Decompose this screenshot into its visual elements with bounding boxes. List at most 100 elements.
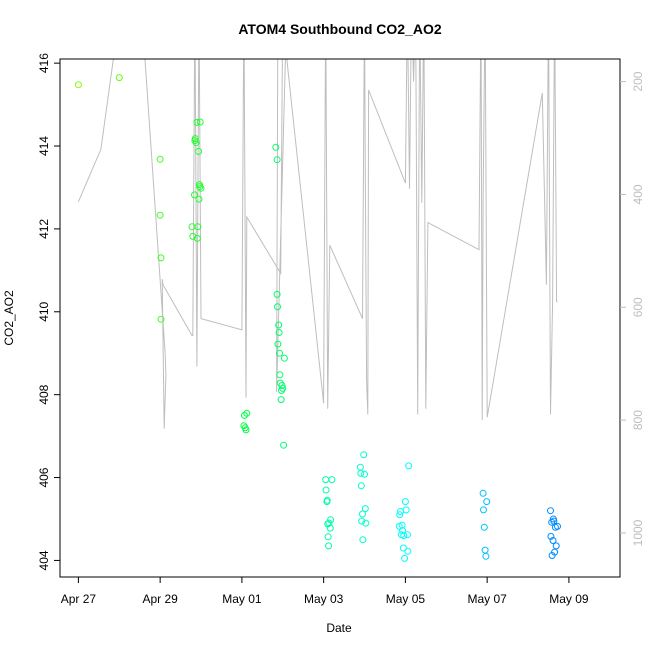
data-point	[197, 184, 205, 192]
data-point	[483, 498, 491, 506]
data-point	[191, 135, 199, 143]
data-point	[479, 489, 487, 497]
data-point	[322, 476, 330, 484]
data-point	[360, 451, 368, 459]
data-point	[274, 303, 281, 311]
data-point	[325, 542, 333, 550]
data-point	[157, 254, 165, 262]
data-point	[480, 506, 487, 514]
data-point	[361, 470, 368, 478]
data-point	[275, 329, 283, 336]
data-point	[402, 506, 410, 514]
data-point	[547, 507, 554, 515]
y-tick-label: 414	[37, 136, 51, 156]
data-point	[405, 462, 413, 470]
y2-tick-label: 600	[631, 297, 645, 317]
data-point	[242, 426, 250, 434]
data-point	[277, 396, 285, 404]
data-point	[481, 546, 489, 554]
data-point	[401, 554, 409, 562]
data-point	[188, 223, 196, 231]
y-tick-label: 410	[37, 301, 51, 321]
data-point	[362, 519, 370, 527]
y2-tick-label: 400	[631, 184, 645, 204]
data-point	[272, 143, 280, 151]
data-point	[115, 74, 123, 82]
y2-tick-label: 1000	[631, 519, 645, 546]
data-point	[356, 463, 364, 471]
x-tick-label: Apr 29	[142, 592, 178, 606]
data-point	[194, 223, 202, 231]
x-tick-label: Apr 27	[61, 592, 97, 606]
data-point	[275, 321, 283, 329]
x-tick-label: May 09	[549, 592, 589, 606]
data-point	[480, 523, 488, 531]
y-tick-label: 408	[37, 384, 51, 404]
data-point	[326, 524, 334, 532]
data-point	[325, 519, 333, 527]
y2-tick-label: 800	[631, 410, 645, 430]
data-point	[551, 548, 559, 556]
data-point	[279, 384, 287, 392]
data-point	[482, 552, 490, 560]
y2-tick-label: 200	[631, 71, 645, 91]
data-point	[195, 195, 203, 203]
data-point	[195, 147, 203, 155]
data-point	[328, 476, 336, 484]
x-tick-label: May 07	[467, 592, 507, 606]
data-point	[193, 118, 201, 126]
data-point	[278, 382, 286, 389]
y-tick-label: 412	[37, 219, 51, 239]
series-line	[77, 59, 558, 429]
data-point	[359, 510, 366, 518]
data-point	[550, 517, 558, 525]
data-point	[327, 516, 335, 524]
data-point	[396, 511, 404, 519]
data-point	[322, 486, 330, 494]
data-point	[156, 155, 164, 163]
x-tick-label: May 01	[222, 592, 262, 606]
data-point	[157, 315, 165, 323]
data-point	[357, 482, 365, 490]
plot-frame	[59, 58, 621, 578]
y-axis-label: CO2_AO2	[2, 290, 16, 346]
y-tick-label: 416	[37, 53, 51, 73]
data-point	[399, 544, 407, 552]
data-point	[403, 531, 411, 539]
data-point	[192, 139, 200, 147]
data-point	[193, 234, 201, 242]
data-point	[273, 156, 281, 164]
data-point	[361, 505, 369, 513]
data-point	[280, 441, 288, 449]
data-point	[274, 340, 282, 348]
data-point	[196, 183, 204, 191]
x-tick-label: May 05	[386, 592, 426, 606]
data-point	[323, 496, 331, 504]
data-point	[324, 533, 332, 541]
data-point	[552, 542, 560, 550]
data-point	[554, 522, 561, 530]
data-point	[276, 371, 284, 379]
data-point	[401, 498, 409, 506]
plot-area: 404 406 408 410 412 414 416 200 400 600 800 1000 Apr…	[37, 53, 645, 606]
data-point	[359, 536, 367, 544]
y-tick-label: 404	[37, 550, 51, 570]
data-point	[74, 81, 82, 89]
chart-title: ATOM4 Southbound CO2_AO2	[238, 21, 441, 37]
data-point	[549, 537, 557, 544]
data-point	[357, 469, 365, 477]
data-point	[280, 354, 288, 362]
data-point	[276, 349, 283, 357]
data-point	[547, 532, 555, 540]
x-tick-label: May 03	[304, 592, 344, 606]
data-point	[358, 517, 366, 525]
data-point	[398, 521, 406, 529]
data-point	[189, 232, 197, 240]
data-point	[273, 290, 281, 298]
y-tick-label: 406	[37, 467, 51, 487]
data-point	[243, 409, 251, 417]
data-point	[404, 547, 412, 555]
data-point	[196, 118, 204, 126]
data-point	[399, 527, 406, 535]
data-point	[156, 211, 164, 219]
